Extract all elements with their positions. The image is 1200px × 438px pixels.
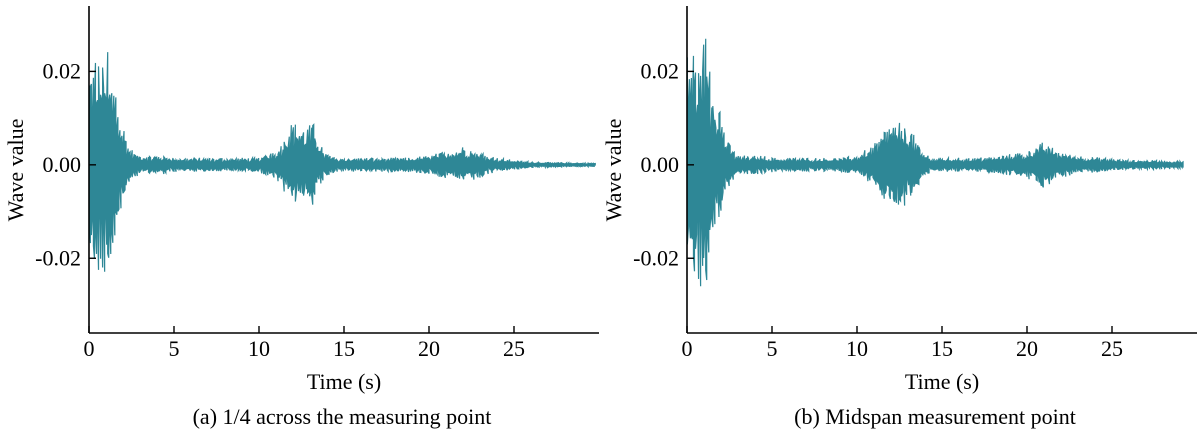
y-axis-label: Wave value	[601, 119, 626, 222]
waveform-series	[88, 52, 596, 272]
y-tick-label: 0.02	[43, 58, 82, 83]
x-tick-label: 0	[682, 336, 693, 361]
chart-panel-b: 0 5 10 15 20 25 0.02 0.00 -0.02 Wave value Time …	[601, 6, 1197, 429]
x-tick-label: 15	[333, 336, 355, 361]
chart-panel-a: 0 5 10 15 20 25 0.02 0.00 -0.02 Wave value Time …	[3, 6, 599, 429]
x-tick-label: 5	[169, 336, 180, 361]
x-tick-label: 5	[767, 336, 778, 361]
x-tick-label: 10	[846, 336, 868, 361]
x-axis-label: Time (s)	[307, 369, 381, 394]
x-tick-label: 25	[503, 336, 525, 361]
y-tick-label: 0.00	[43, 152, 82, 177]
y-tick-label: 0.00	[641, 152, 680, 177]
waveform-line	[88, 52, 596, 272]
x-tick-label: 20	[418, 336, 440, 361]
panel-caption: (a) 1/4 across the measuring point	[193, 404, 492, 429]
x-tick-label: 0	[84, 336, 95, 361]
waveform-series	[686, 38, 1184, 287]
y-tick-label: -0.02	[633, 245, 679, 270]
waveform-line	[686, 38, 1184, 287]
y-tick-label: 0.02	[641, 58, 680, 83]
x-tick-label: 25	[1101, 336, 1123, 361]
axis-ticks: 0 5 10 15 20 25 0.02 0.00 -0.02	[633, 58, 1123, 361]
x-tick-label: 15	[931, 336, 953, 361]
y-tick-label: -0.02	[35, 245, 81, 270]
axis-ticks: 0 5 10 15 20 25 0.02 0.00 -0.02	[35, 58, 525, 361]
x-axis-label: Time (s)	[905, 369, 979, 394]
panel-caption: (b) Midspan measurement point	[794, 404, 1076, 429]
y-axis-label: Wave value	[3, 119, 28, 222]
x-tick-label: 20	[1016, 336, 1038, 361]
x-tick-label: 10	[248, 336, 270, 361]
